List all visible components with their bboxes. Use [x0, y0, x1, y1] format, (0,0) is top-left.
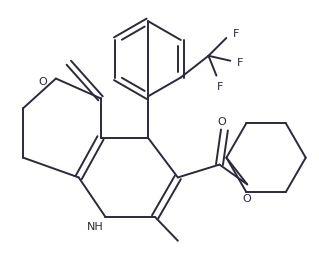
Text: O: O — [217, 117, 226, 127]
Text: F: F — [237, 58, 243, 68]
Text: F: F — [217, 83, 224, 92]
Text: O: O — [243, 194, 252, 204]
Text: F: F — [233, 29, 240, 39]
Text: O: O — [39, 77, 48, 87]
Text: NH: NH — [87, 222, 104, 232]
